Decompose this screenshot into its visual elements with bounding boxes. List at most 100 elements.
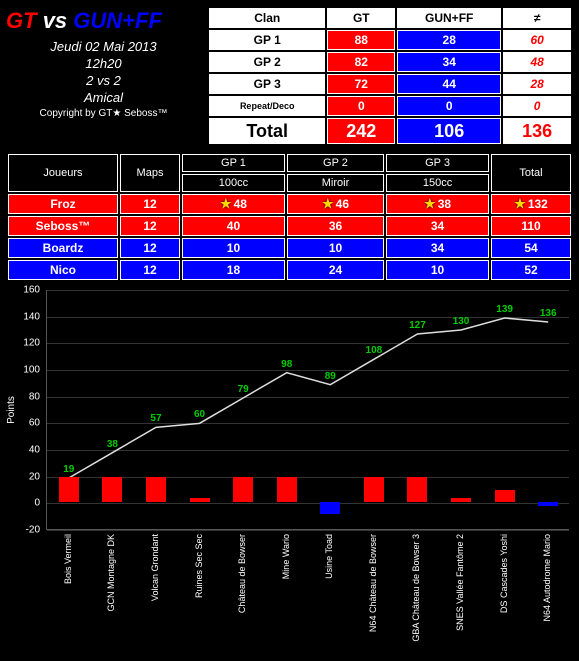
clan-row-a: 72 (327, 74, 395, 94)
point-label: 60 (194, 409, 205, 420)
point-label: 130 (453, 316, 470, 327)
players-hdr: GP 1 (182, 154, 285, 172)
players-subhdr: Miroir (287, 174, 384, 192)
clan-col-label: Clan (209, 8, 325, 28)
match-date: Jeudi 02 Mai 2013 (6, 38, 201, 55)
bar (364, 477, 384, 502)
bar (407, 477, 427, 502)
clan-row-label: GP 2 (209, 52, 325, 72)
bar (102, 477, 122, 502)
player-total: 52 (491, 260, 571, 280)
y-tick: 20 (29, 471, 40, 482)
clan-row-b: 0 (397, 96, 501, 116)
player-gp: 24 (287, 260, 384, 280)
player-maps: 12 (120, 238, 180, 258)
clan-row-a: 82 (327, 52, 395, 72)
player-gp: 34 (386, 216, 489, 236)
point-label: 79 (238, 384, 249, 395)
player-gp: ★38 (386, 194, 489, 214)
y-tick: 100 (23, 365, 40, 376)
player-maps: 12 (120, 194, 180, 214)
player-gp: 10 (287, 238, 384, 258)
point-label: 127 (409, 320, 426, 331)
bar (59, 477, 79, 502)
bar (451, 498, 471, 502)
point-label: 89 (325, 371, 336, 382)
clan-row-diff: 0 (503, 96, 571, 116)
players-hdr: Maps (120, 154, 180, 192)
clan-col-team-a: GT (327, 8, 395, 28)
info-column: GT vs GUN+FF Jeudi 02 Mai 2013 12h20 2 v… (6, 6, 201, 146)
match-time: 12h20 (6, 55, 201, 72)
point-label: 57 (150, 413, 161, 424)
point-label: 108 (366, 345, 383, 356)
player-name: Nico (8, 260, 118, 280)
players-hdr: Total (491, 154, 571, 192)
y-tick: 40 (29, 445, 40, 456)
cumulative-line (47, 290, 569, 529)
track-label: Usine Toad (324, 534, 334, 579)
player-gp: 36 (287, 216, 384, 236)
y-tick: 140 (23, 311, 40, 322)
player-name: Froz (8, 194, 118, 214)
players-hdr: GP 2 (287, 154, 384, 172)
clan-row-label: GP 1 (209, 30, 325, 50)
y-tick: 160 (23, 285, 40, 296)
track-label: DS Cascades Yoshi (499, 534, 509, 613)
y-axis: -20020406080100120140160 (6, 290, 42, 530)
track-label: Ruines Sec Sec (194, 534, 204, 598)
track-label: N64 Autodrome Mario (542, 534, 552, 622)
copyright: Copyright by GT★ Seboss™ (6, 106, 201, 119)
player-total: 110 (491, 216, 571, 236)
clan-total-label: Total (209, 118, 325, 144)
player-gp: ★48 (182, 194, 285, 214)
y-tick: 0 (34, 498, 40, 509)
player-gp: 18 (182, 260, 285, 280)
player-name: Seboss™ (8, 216, 118, 236)
bar (233, 477, 253, 502)
point-label: 38 (107, 439, 118, 450)
match-type: Amical (6, 89, 201, 106)
clan-row-a: 88 (327, 30, 395, 50)
player-gp: ★46 (287, 194, 384, 214)
player-total: ★132 (491, 194, 571, 214)
track-label: Volcan Grondant (150, 534, 160, 601)
players-table: JoueursMapsGP 1GP 2GP 3Total100ccMiroir1… (6, 152, 573, 282)
match-title: GT vs GUN+FF (6, 6, 201, 38)
clan-col-team-b: GUN+FF (397, 8, 501, 28)
chart: Points -20020406080100120140160 19385760… (6, 290, 573, 600)
bar (146, 477, 166, 502)
clan-row-label: GP 3 (209, 74, 325, 94)
clan-row-a: 0 (327, 96, 395, 116)
team-b-name: GUN+FF (73, 8, 162, 33)
clan-total-b: 106 (397, 118, 501, 144)
track-label: GBA Château de Bowser 3 (411, 534, 421, 642)
team-a-name: GT (6, 8, 37, 33)
clan-col-diff: ≠ (503, 8, 571, 28)
clan-row-diff: 48 (503, 52, 571, 72)
players-hdr: GP 3 (386, 154, 489, 172)
clan-table: ClanGTGUN+FF≠GP 1882860GP 2823448GP 3724… (207, 6, 573, 146)
clan-row-b: 28 (397, 30, 501, 50)
star-icon: ★ (424, 196, 436, 211)
players-subhdr: 100cc (182, 174, 285, 192)
y-tick: -20 (26, 525, 40, 536)
bar (495, 490, 515, 502)
match-mode: 2 vs 2 (6, 72, 201, 89)
bar (320, 502, 340, 514)
player-gp: 10 (386, 260, 489, 280)
clan-row-diff: 28 (503, 74, 571, 94)
point-label: 136 (540, 308, 557, 319)
player-gp: 40 (182, 216, 285, 236)
y-tick: 80 (29, 391, 40, 402)
clan-row-label: Repeat/Deco (209, 96, 325, 116)
star-icon: ★ (220, 196, 232, 211)
x-axis-labels: Bois VermeilGCN Montagne DKVolcan Gronda… (46, 534, 569, 600)
players-subhdr: 150cc (386, 174, 489, 192)
y-tick: 120 (23, 338, 40, 349)
track-label: Mine Wario (281, 534, 291, 579)
clan-row-b: 44 (397, 74, 501, 94)
track-label: GCN Montagne DK (106, 534, 116, 612)
clan-total-diff: 136 (503, 118, 571, 144)
clan-row-b: 34 (397, 52, 501, 72)
